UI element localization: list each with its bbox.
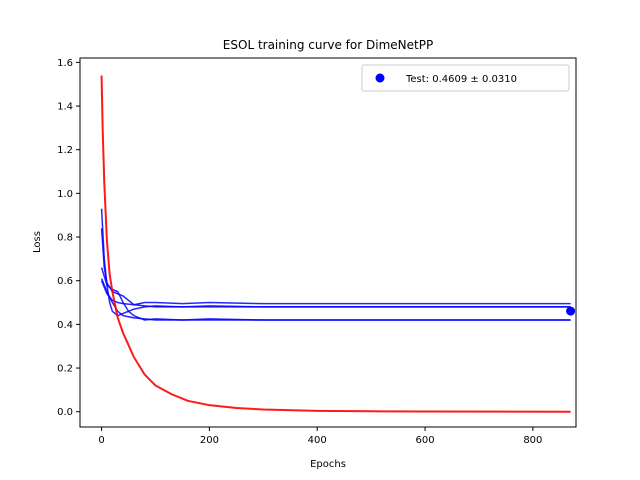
y-tick-label: 0.0 (57, 407, 73, 418)
legend-test-label: Test: 0.4609 ± 0.0310 (405, 74, 517, 85)
x-tick-label: 600 (415, 435, 434, 446)
chart-title: ESOL training curve for DimeNetPP (223, 38, 433, 52)
x-tick-label: 0 (98, 435, 104, 446)
y-tick-label: 0.4 (57, 320, 73, 331)
x-axis: 0 200 400 600 800 (98, 427, 542, 446)
test-result-point (566, 306, 576, 316)
y-tick-label: 1.4 (57, 102, 73, 113)
legend: Test: 0.4609 ± 0.0310 (361, 64, 570, 92)
y-axis-title: Loss (32, 231, 43, 253)
x-tick-label: 800 (523, 435, 542, 446)
validation-series-5-line (100, 280, 571, 308)
y-tick-label: 1.0 (57, 189, 73, 200)
y-tick-label: 0.8 (57, 233, 73, 244)
y-tick-label: 1.6 (57, 58, 73, 69)
legend-box (361, 64, 570, 92)
y-tick-label: 1.2 (57, 145, 73, 156)
y-tick-label: 0.2 (57, 364, 73, 375)
plot-area-frame (79, 57, 577, 428)
plot-series (100, 75, 576, 413)
y-axis: 0.0 0.2 0.4 0.6 0.8 1.0 1.2 1.4 1.6 (57, 58, 80, 418)
x-tick-label: 200 (200, 435, 219, 446)
x-tick-label: 400 (308, 435, 327, 446)
y-tick-label: 0.6 (57, 276, 73, 287)
train-series-0-line (100, 75, 571, 413)
x-axis-title: Epochs (310, 459, 346, 470)
legend-test-marker (375, 73, 385, 83)
